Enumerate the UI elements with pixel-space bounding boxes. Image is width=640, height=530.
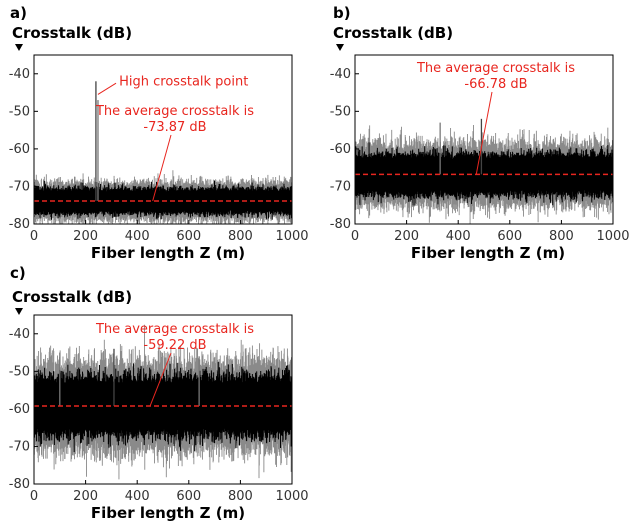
x-axis-title: Fiber length Z (m) <box>411 244 565 262</box>
x-tick-label: 800 <box>228 489 253 504</box>
y-tick-label: -50 <box>330 104 351 119</box>
y-tick-label: -80 <box>330 217 351 232</box>
y-axis-title: Crosstalk (dB) <box>333 24 453 42</box>
y-tick-label: -60 <box>330 142 351 157</box>
annotation-label-line1: The average crosstalk is <box>416 61 575 76</box>
x-tick-label: 600 <box>176 489 201 504</box>
annotation-pointer <box>152 134 172 202</box>
panel-label: b) <box>333 4 351 22</box>
x-tick-label: 200 <box>73 489 98 504</box>
x-tick-label: 1000 <box>275 229 308 244</box>
annotation-pointer <box>475 91 493 175</box>
x-tick-label: 200 <box>394 229 419 244</box>
y-tick-label: -50 <box>9 104 30 119</box>
y-tick-label: -80 <box>9 477 30 492</box>
x-tick-label: 800 <box>228 229 253 244</box>
annotation-label-line2: -66.78 dB <box>464 77 527 92</box>
x-tick-label: 600 <box>497 229 522 244</box>
y-tick-label: -40 <box>9 327 30 342</box>
x-tick-label: 400 <box>125 489 150 504</box>
y-tick-label: -70 <box>330 179 351 194</box>
y-tick-label: -40 <box>9 67 30 82</box>
annotation-label: High crosstalk point <box>119 74 248 89</box>
annotation-pointer <box>149 352 172 407</box>
y-tick-label: -40 <box>330 67 351 82</box>
y-axis-arrow-icon <box>336 44 344 51</box>
annotation-label-line1: The average crosstalk is <box>95 104 254 119</box>
y-tick-label: -70 <box>9 179 30 194</box>
y-axis-arrow-icon <box>15 44 23 51</box>
x-tick-label: 1000 <box>275 489 308 504</box>
annotation-label-line2: -73.87 dB <box>143 120 206 135</box>
y-tick-label: -60 <box>9 402 30 417</box>
y-tick-label: -60 <box>9 142 30 157</box>
x-tick-label: 600 <box>176 229 201 244</box>
y-axis-title: Crosstalk (dB) <box>12 24 132 42</box>
y-axis-title: Crosstalk (dB) <box>12 288 132 306</box>
panel-label: c) <box>10 264 26 282</box>
x-tick-label: 800 <box>549 229 574 244</box>
y-tick-label: -50 <box>9 364 30 379</box>
x-axis-title: Fiber length Z (m) <box>91 504 245 522</box>
x-tick-label: 0 <box>351 229 359 244</box>
annotation-label-line2: -59.22 dB <box>143 338 206 353</box>
x-tick-label: 400 <box>446 229 471 244</box>
y-axis-arrow-icon <box>15 308 23 315</box>
plot-frame <box>354 54 614 225</box>
y-tick-label: -70 <box>9 439 30 454</box>
y-tick-label: -80 <box>9 217 30 232</box>
annotation-label-line1: The average crosstalk is <box>95 322 254 337</box>
annotation-pointer <box>97 82 117 95</box>
x-tick-label: 200 <box>73 229 98 244</box>
x-axis-title: Fiber length Z (m) <box>91 244 245 262</box>
plot-frame <box>33 54 293 225</box>
x-tick-label: 0 <box>30 489 38 504</box>
plot-frame <box>33 314 293 485</box>
x-tick-label: 1000 <box>596 229 629 244</box>
panel-label: a) <box>10 4 27 22</box>
x-tick-label: 0 <box>30 229 38 244</box>
x-tick-label: 400 <box>125 229 150 244</box>
